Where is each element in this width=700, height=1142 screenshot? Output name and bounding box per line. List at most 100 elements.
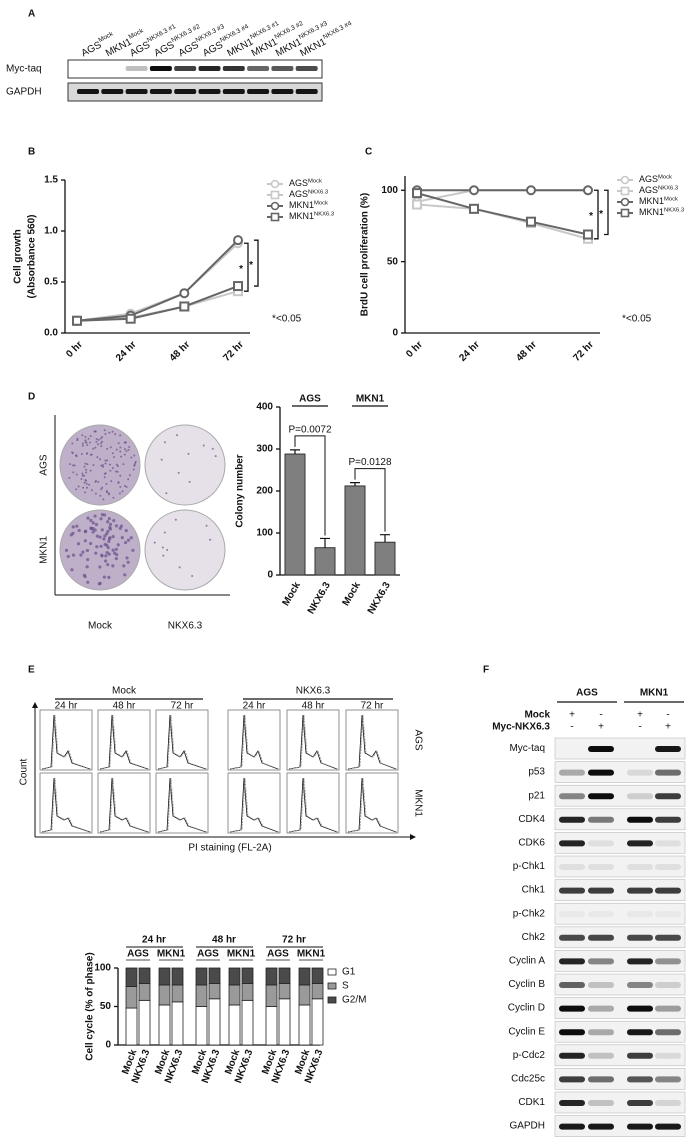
colony-dot xyxy=(72,464,75,467)
band xyxy=(655,1076,681,1083)
legend-label: MKN1Mock xyxy=(289,200,328,210)
histogram-frame xyxy=(155,709,209,771)
colony-dot xyxy=(72,471,75,474)
band xyxy=(627,864,653,870)
band xyxy=(559,1052,585,1059)
panel-label: F xyxy=(483,665,489,676)
y-tick-label: 100 xyxy=(381,185,398,196)
colony-dot xyxy=(100,553,104,557)
colony-dot xyxy=(91,530,95,534)
band xyxy=(655,864,681,870)
band xyxy=(627,1076,653,1083)
band xyxy=(588,887,614,894)
protein-label: Myc-taq xyxy=(509,743,545,754)
colony-dot xyxy=(111,535,115,539)
histogram-curve xyxy=(99,777,149,833)
colony-dot xyxy=(84,491,87,494)
blot-frame xyxy=(554,926,686,949)
subgroup-label: AGS xyxy=(267,949,289,960)
colony-dot xyxy=(71,553,76,557)
band xyxy=(627,1100,653,1106)
legend-label: G1 xyxy=(342,967,356,978)
histogram-frame xyxy=(286,709,340,771)
band xyxy=(655,746,681,752)
x-tick-label: 24 hr xyxy=(457,339,482,364)
y-tick-label: 300 xyxy=(256,444,273,455)
band xyxy=(559,816,585,823)
colony-dot xyxy=(211,447,214,450)
colony-dot xyxy=(209,538,212,541)
colony-dot xyxy=(99,494,102,497)
colony-dot xyxy=(80,478,83,481)
colony-dot xyxy=(89,469,92,472)
band xyxy=(174,89,197,94)
colony-dot xyxy=(105,532,109,536)
subgroup-label: AGS xyxy=(127,949,149,960)
colony-dot xyxy=(68,476,71,479)
colony-dot xyxy=(111,564,115,568)
histogram-curve-control xyxy=(42,777,92,833)
legend-marker xyxy=(620,175,630,185)
series-line xyxy=(416,203,589,240)
histogram-frame xyxy=(345,709,399,771)
blot-frame xyxy=(554,1044,686,1067)
blot-frame xyxy=(554,808,686,831)
bar-segment xyxy=(278,983,291,1000)
subgroup-label: MKN1 xyxy=(227,949,256,960)
colony-dot xyxy=(205,524,208,527)
colony-dot xyxy=(98,535,102,539)
bar xyxy=(284,453,306,576)
treatment-label: Mock xyxy=(524,710,550,721)
point xyxy=(179,301,190,312)
colony-dot xyxy=(75,473,78,476)
colony-dot xyxy=(100,464,103,467)
band xyxy=(655,840,681,847)
legend-label: AGSNKX6.3 xyxy=(289,189,328,199)
bar-segment xyxy=(208,983,221,1000)
series-line xyxy=(76,239,239,322)
colony-dot xyxy=(117,481,120,484)
condition-label: Mock xyxy=(112,686,137,697)
time-label: 24 hr xyxy=(243,701,266,712)
image-row-label: AGS xyxy=(39,454,50,475)
colony-dot xyxy=(73,464,76,467)
colony-dot xyxy=(109,446,112,449)
colony-dot xyxy=(107,575,111,579)
band xyxy=(655,958,681,965)
colony-dot xyxy=(94,522,99,527)
p-value: P=0.0072 xyxy=(288,424,332,435)
blot-frame xyxy=(554,950,686,972)
point xyxy=(72,315,82,326)
bar-segment xyxy=(158,984,171,1006)
band xyxy=(559,1029,585,1036)
bar-segment xyxy=(298,984,311,1006)
colony-dot xyxy=(123,441,126,444)
band xyxy=(627,1123,653,1130)
band xyxy=(247,66,270,71)
legend-label-base: AGS xyxy=(639,174,658,184)
band xyxy=(588,911,614,918)
colony-dot xyxy=(83,529,87,534)
band xyxy=(655,1052,681,1059)
band xyxy=(559,840,585,847)
bar-segment xyxy=(171,984,184,1003)
colony-dot xyxy=(163,441,166,444)
bar xyxy=(314,547,336,576)
colony-dot xyxy=(104,459,107,462)
colony-dot xyxy=(99,458,102,461)
histogram-curve-control xyxy=(289,714,339,770)
point xyxy=(583,185,593,196)
legend-label-sup: NKX6.3 xyxy=(658,185,678,191)
point xyxy=(526,216,536,227)
band xyxy=(222,66,245,71)
band xyxy=(655,982,681,988)
colony-dot xyxy=(123,484,126,487)
colony-dot xyxy=(81,434,84,437)
legend-label-sup: NKX6.3 xyxy=(314,211,334,217)
x-tick-label: 72 hr xyxy=(221,339,246,364)
treatment-sign: + xyxy=(598,722,604,733)
colony-plate xyxy=(144,424,226,506)
band xyxy=(655,934,681,941)
protein-label: Chk2 xyxy=(522,932,546,943)
bar-segment xyxy=(138,967,151,984)
